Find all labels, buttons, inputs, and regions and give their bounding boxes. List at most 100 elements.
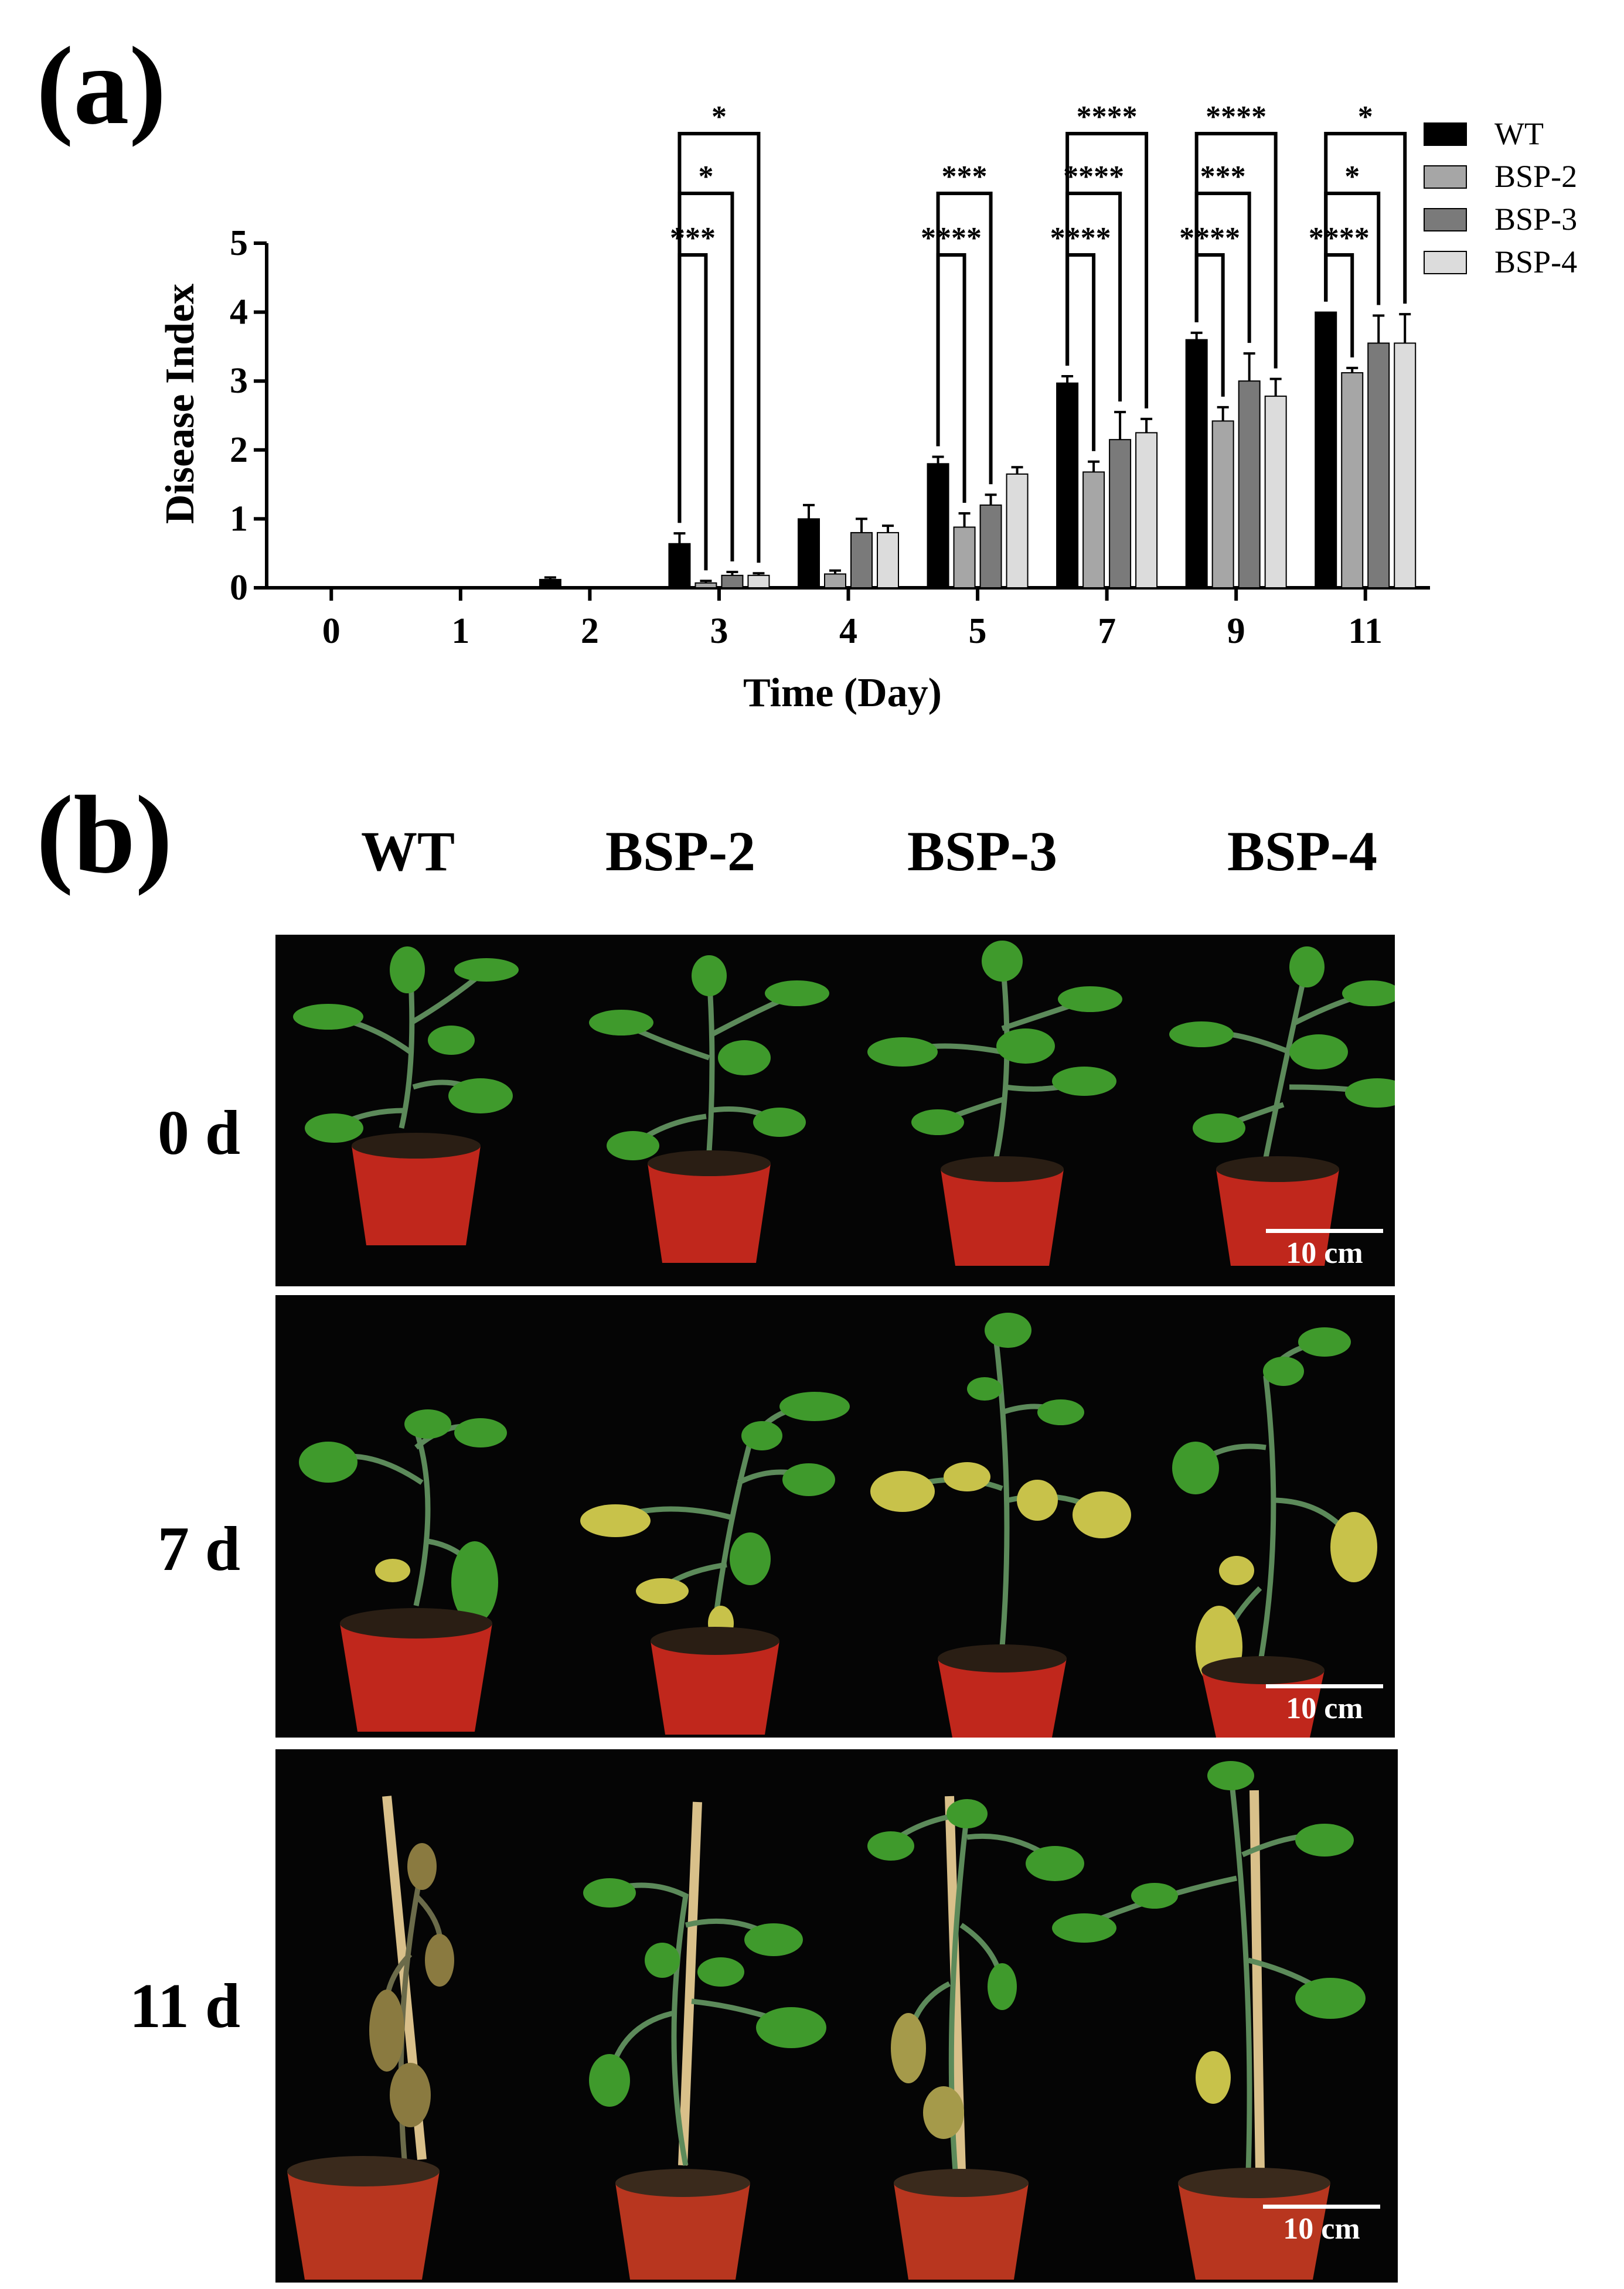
plant-wt-11d — [287, 1796, 454, 2280]
x-axis-title: Time (Day) — [743, 670, 942, 716]
plant-wt-7d — [299, 1409, 507, 1732]
significance-bracket — [936, 192, 993, 485]
y-tick-label: 5 — [230, 223, 248, 263]
column-label-bsp-2: BSP-2 — [605, 820, 756, 883]
bar-bsp-3-day-3 — [721, 574, 744, 588]
bar-wt-day-3 — [668, 543, 691, 589]
x-tick-label: 9 — [1227, 611, 1245, 651]
significance-bracket — [677, 253, 708, 571]
significance-bracket — [1065, 132, 1149, 408]
legend-swatch-bsp-3 — [1424, 208, 1467, 231]
y-tick-label: 4 — [230, 292, 248, 332]
disease-index-bar-chart: 0 1 2 3 4 5 0 1 2 3 4 5 7 9 11 Time (Day) Disease Index *… — [158, 100, 1577, 716]
bar-wt-day-7 — [1056, 382, 1079, 589]
significance-label: * — [711, 100, 727, 134]
y-tick-label: 1 — [230, 499, 248, 539]
legend-swatch-wt — [1424, 122, 1467, 146]
bar-bsp-4-day-11 — [1394, 342, 1417, 589]
panel-label-b: (b) — [36, 774, 173, 897]
x-tick-label: 0 — [322, 611, 341, 651]
bar-wt-day-2 — [539, 578, 561, 588]
x-tick-label: 11 — [1348, 611, 1383, 651]
bar-bsp-4-day-7 — [1135, 432, 1158, 589]
x-tick-label: 1 — [451, 611, 469, 651]
photo-row-7d: 10 cm — [275, 1295, 1395, 1738]
significance-label: **** — [921, 222, 982, 255]
x-tick-label: 4 — [839, 611, 857, 651]
bar-bsp-3-day-11 — [1367, 342, 1390, 589]
significance-label: *** — [670, 222, 716, 255]
significance-bracket — [677, 132, 761, 563]
y-axis-title: Disease Index — [158, 284, 203, 524]
plants-illustration-11d — [287, 1761, 1366, 2280]
bar-bsp-3-day-9 — [1238, 380, 1261, 588]
photo-row-11d: 10 cm — [275, 1749, 1398, 2283]
bar-bsp-2-day-9 — [1211, 420, 1234, 589]
legend-swatch-bsp-2 — [1424, 165, 1467, 189]
significance-bracket — [1194, 132, 1278, 369]
bar-bsp-2-day-7 — [1082, 471, 1105, 588]
legend-label-bsp-2: BSP-2 — [1494, 159, 1577, 194]
significance-label: *** — [942, 160, 988, 193]
plant-bsp-3-7d — [870, 1313, 1131, 1738]
scale-bar-label: 10 cm — [1286, 1692, 1363, 1725]
panel-label-a: (a) — [36, 25, 166, 148]
row-label-7d: 7 d — [157, 1514, 240, 1584]
plant-bsp-2-0d — [589, 955, 829, 1263]
photo-row-0d: 10 cm — [275, 935, 1395, 1286]
bar-bsp-3-day-4 — [850, 532, 873, 588]
bar-bsp-2-day-4 — [824, 573, 846, 588]
y-tick-label: 0 — [230, 568, 248, 608]
bar-bsp-2-day-5 — [953, 526, 976, 589]
bar-wt-day-9 — [1185, 339, 1208, 588]
bar-bsp-4-day-3 — [747, 574, 770, 588]
bar-bsp-2-day-3 — [694, 582, 717, 589]
significance-label: **** — [1063, 160, 1124, 193]
significance-label: *** — [1200, 160, 1246, 193]
row-label-11d: 11 d — [129, 1971, 240, 2041]
legend-swatch-bsp-4 — [1424, 251, 1467, 274]
legend-label-wt: WT — [1494, 116, 1544, 151]
y-tick-label: 3 — [230, 361, 248, 401]
plant-bsp-4-0d — [1169, 946, 1395, 1266]
x-tick-label: 5 — [969, 611, 987, 651]
plant-bsp-2-7d — [580, 1392, 850, 1735]
bar-bsp-3-day-7 — [1109, 439, 1132, 588]
plant-bsp-3-0d — [867, 941, 1122, 1266]
scale-bar-label: 10 cm — [1286, 1237, 1363, 1270]
bar-wt-day-4 — [798, 518, 820, 589]
bar-bsp-2-day-11 — [1341, 372, 1364, 588]
bar-bsp-4-day-9 — [1264, 396, 1287, 589]
scale-bar-label: 10 cm — [1283, 2212, 1360, 2246]
significance-label: **** — [1050, 222, 1111, 255]
bar-wt-day-5 — [927, 463, 949, 588]
scale-bar-line — [1263, 2205, 1380, 2209]
row-label-0d: 0 d — [157, 1098, 240, 1168]
significance-label: * — [698, 160, 713, 193]
significance-label: **** — [1077, 100, 1138, 134]
plant-bsp-3-11d — [867, 1796, 1084, 2280]
significance-bracket — [1324, 132, 1407, 304]
significance-label: **** — [1179, 222, 1240, 255]
x-tick-label: 3 — [710, 611, 728, 651]
significance-label: * — [1344, 160, 1360, 193]
plant-bsp-2-11d — [583, 1801, 826, 2280]
column-label-bsp-3: BSP-3 — [907, 820, 1058, 883]
legend-label-bsp-3: BSP-3 — [1494, 202, 1577, 237]
column-label-bsp-4: BSP-4 — [1227, 820, 1378, 883]
y-tick-label: 2 — [230, 430, 248, 470]
x-tick-label: 2 — [581, 611, 599, 651]
bar-bsp-4-day-4 — [877, 532, 899, 588]
plants-illustration-7d — [299, 1313, 1377, 1738]
x-tick-label: 7 — [1098, 611, 1116, 651]
plant-wt-0d — [293, 946, 519, 1245]
column-label-wt: WT — [360, 820, 455, 883]
bar-bsp-4-day-5 — [1006, 473, 1029, 589]
bar-wt-day-11 — [1315, 311, 1337, 588]
plants-illustration-0d — [293, 941, 1395, 1266]
plant-bsp-4-7d — [1172, 1327, 1377, 1738]
bar-bsp-3-day-5 — [979, 504, 1002, 588]
scale-bar-line — [1266, 1684, 1383, 1688]
significance-label: **** — [1309, 222, 1370, 255]
significance-label: * — [1358, 100, 1373, 134]
